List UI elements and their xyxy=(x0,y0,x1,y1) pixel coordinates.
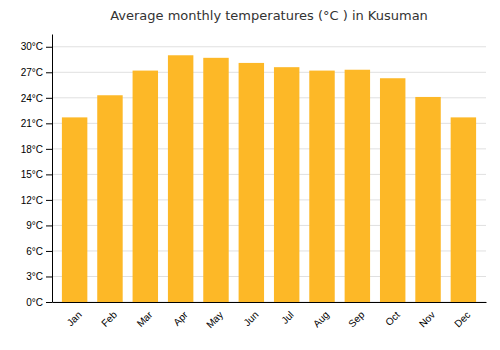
y-tick-label: 27°C xyxy=(21,67,43,78)
bar xyxy=(203,58,228,302)
bars xyxy=(62,55,476,302)
y-tick-label: 6°C xyxy=(26,246,43,257)
x-tick: Sep xyxy=(346,309,367,330)
x-axis: Jan Feb Mar Apr May Jun Jul Aug Sep Oct Nov Dec xyxy=(53,303,487,331)
x-tick-label: May xyxy=(204,309,225,330)
y-tick: 21°C xyxy=(21,118,52,129)
y-tick-mark xyxy=(46,302,52,303)
x-tick-label: Aug xyxy=(311,309,331,329)
y-tick: 0°C xyxy=(26,297,52,308)
y-tick-label: 3°C xyxy=(26,271,43,282)
x-tick-label: Mar xyxy=(135,309,155,329)
x-tick-label: Jan xyxy=(65,309,84,328)
y-tick-label: 24°C xyxy=(21,93,43,104)
x-tick: Jun xyxy=(241,309,260,328)
y-tick-mark xyxy=(46,123,52,124)
bar xyxy=(309,71,334,302)
y-tick-mark xyxy=(46,149,52,150)
x-tick: Feb xyxy=(99,309,119,329)
x-tick: Mar xyxy=(135,309,155,329)
x-tick: Dec xyxy=(452,309,472,329)
x-tick-label: Sep xyxy=(346,309,367,330)
grid-line xyxy=(52,46,486,47)
bar xyxy=(345,70,370,302)
bar xyxy=(239,63,264,302)
y-tick-mark xyxy=(46,98,52,99)
y-tick: 6°C xyxy=(26,246,52,257)
x-tick-label: Oct xyxy=(383,309,402,328)
x-tick-label: Jun xyxy=(241,309,260,328)
y-tick: 18°C xyxy=(21,144,52,155)
x-tick: Jul xyxy=(279,309,296,326)
bar xyxy=(97,95,122,302)
y-tick-mark xyxy=(46,251,52,252)
y-tick: 24°C xyxy=(21,93,52,104)
y-tick: 15°C xyxy=(21,169,52,180)
y-tick-label: 15°C xyxy=(21,169,43,180)
plot: 0°C 3°C 6°C 9°C 12°C 15°C 18°C 21°C 24°C 27°C 30°C… xyxy=(21,35,487,331)
grid-line xyxy=(52,72,486,73)
y-tick-mark xyxy=(46,200,52,201)
y-tick: 3°C xyxy=(26,271,52,282)
bar xyxy=(451,117,476,302)
grid xyxy=(52,47,486,302)
y-tick-mark xyxy=(46,174,52,175)
y-axis: 0°C 3°C 6°C 9°C 12°C 15°C 18°C 21°C 24°C 27°C 30°C xyxy=(21,35,53,308)
chart-svg: 0°C 3°C 6°C 9°C 12°C 15°C 18°C 21°C 24°C 27°C 30°C… xyxy=(0,0,500,350)
y-tick: 12°C xyxy=(21,195,52,206)
x-tick: Oct xyxy=(383,309,402,328)
title: Average monthly temperatures (°C ) in Ku… xyxy=(110,8,428,23)
y-tick-mark xyxy=(46,72,52,73)
x-tick-label: Dec xyxy=(452,309,472,329)
x-tick: Aug xyxy=(311,309,331,329)
y-tick: 9°C xyxy=(26,220,52,231)
y-tick-label: 9°C xyxy=(26,220,43,231)
y-tick: 27°C xyxy=(21,67,52,78)
y-tick-mark xyxy=(46,225,52,226)
x-tick-label: Nov xyxy=(417,309,437,329)
y-tick-mark xyxy=(46,276,52,277)
x-axis-line xyxy=(53,302,487,303)
y-tick-label: 21°C xyxy=(21,118,43,129)
bar xyxy=(133,71,158,302)
bar xyxy=(380,78,405,302)
y-tick-label: 30°C xyxy=(21,41,43,52)
x-tick: May xyxy=(204,309,225,330)
x-tick-label: Apr xyxy=(171,309,190,328)
x-tick-label: Jul xyxy=(279,309,296,326)
y-axis-line xyxy=(52,35,53,303)
x-tick-label: Feb xyxy=(99,309,119,329)
y-tick-label: 18°C xyxy=(21,144,43,155)
x-tick: Apr xyxy=(171,309,190,328)
y-tick-label: 12°C xyxy=(21,195,43,206)
bar xyxy=(274,67,299,302)
x-tick: Jan xyxy=(65,309,84,328)
x-tick: Nov xyxy=(417,309,437,329)
bar xyxy=(62,117,87,302)
y-tick-label: 0°C xyxy=(26,297,43,308)
y-tick-mark xyxy=(46,47,52,48)
bar xyxy=(415,97,440,302)
y-tick: 30°C xyxy=(21,41,52,52)
bar xyxy=(168,55,193,302)
